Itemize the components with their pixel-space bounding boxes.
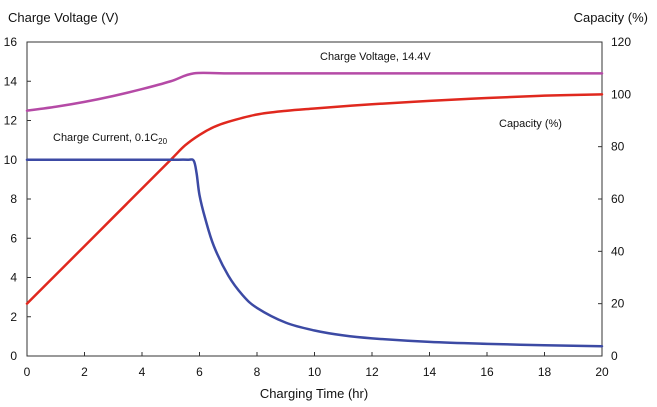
x-tick-label: 2 xyxy=(81,365,88,379)
x-tick-label: 0 xyxy=(24,365,31,379)
current-series-label-main: Charge Current, 0.1C xyxy=(53,132,158,144)
current-series-label: Charge Current, 0.1C20 xyxy=(53,132,168,146)
y-left-tick-label: 10 xyxy=(4,153,18,167)
plot-frame xyxy=(26,41,603,357)
x-tick-label: 12 xyxy=(365,365,379,379)
y-right-tick-label: 120 xyxy=(611,35,631,49)
x-tick-label: 6 xyxy=(196,365,203,379)
x-tick-label: 8 xyxy=(254,365,261,379)
x-tick-label: 20 xyxy=(595,365,609,379)
y-left-tick-label: 8 xyxy=(10,192,17,206)
charge-current-line xyxy=(25,158,604,348)
capacity-label-bg xyxy=(494,114,574,132)
y-right-tick-label: 0 xyxy=(611,349,618,363)
y-right-tick-label: 40 xyxy=(611,244,625,258)
y-right-tick-label: 100 xyxy=(611,87,631,101)
x-tick-label: 4 xyxy=(139,365,146,379)
y-left-tick-label: 16 xyxy=(4,35,18,49)
y-left-tick-label: 0 xyxy=(10,349,17,363)
x-tick-label: 18 xyxy=(538,365,552,379)
y-left-tick-label: 2 xyxy=(10,310,17,324)
capacity-series-label: Capacity (%) xyxy=(499,118,562,130)
y-right-tick-label: 20 xyxy=(611,297,625,311)
y-left-tick-label: 14 xyxy=(4,74,18,88)
x-tick-label: 14 xyxy=(423,365,437,379)
current-series-label-subscript: 20 xyxy=(158,137,167,146)
axes: 0 2 4 6 8 10 12 14 16 18 2002468101214160204060801… xyxy=(4,35,632,379)
series xyxy=(25,71,604,348)
x-axis-title: Charging Time (hr) xyxy=(260,386,368,401)
y-right-tick-label: 60 xyxy=(611,192,625,206)
voltage-series-label: Charge Voltage, 14.4V xyxy=(320,51,431,63)
annotations: Charge Voltage (V) Capacity (%) Charging… xyxy=(8,10,648,401)
y-left-tick-label: 4 xyxy=(10,271,17,285)
y-right-axis-title: Capacity (%) xyxy=(574,10,648,25)
voltage-label-bg xyxy=(315,46,445,64)
capacity-line xyxy=(25,93,604,305)
y-left-tick-label: 12 xyxy=(4,114,18,128)
y-left-axis-title: Charge Voltage (V) xyxy=(8,10,119,25)
x-tick-label: 16 xyxy=(480,365,494,379)
charge-voltage-line xyxy=(25,71,604,112)
y-left-tick-label: 6 xyxy=(10,231,17,245)
x-tick-label: 10 xyxy=(308,365,322,379)
y-right-tick-label: 80 xyxy=(611,140,625,154)
